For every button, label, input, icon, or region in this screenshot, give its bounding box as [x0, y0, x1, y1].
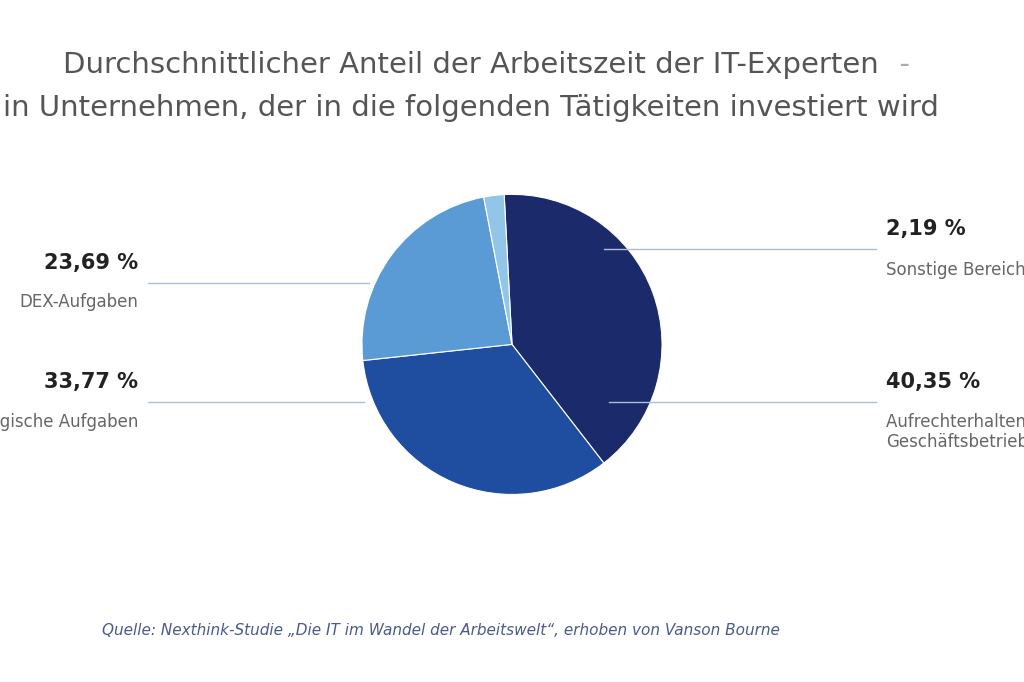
Wedge shape	[483, 194, 512, 344]
Text: Quelle: Nexthink-Studie „Die IT im Wandel der Arbeitswelt“, erhoben von Vanson B: Quelle: Nexthink-Studie „Die IT im Wande…	[102, 623, 780, 638]
Text: Aufrechterhalten des
Geschäftsbetriebs: Aufrechterhalten des Geschäftsbetriebs	[886, 413, 1024, 451]
Text: 2,19 %: 2,19 %	[886, 219, 966, 239]
Text: -: -	[881, 51, 909, 79]
Text: Strategische Aufgaben: Strategische Aufgaben	[0, 413, 138, 430]
Wedge shape	[504, 194, 663, 463]
Text: DEX-Aufgaben: DEX-Aufgaben	[19, 293, 138, 311]
Text: in Unternehmen, der in die folgenden Tätigkeiten investiert wird: in Unternehmen, der in die folgenden Tät…	[3, 94, 939, 122]
Wedge shape	[362, 344, 604, 494]
Text: 40,35 %: 40,35 %	[886, 372, 980, 392]
Text: 33,77 %: 33,77 %	[44, 372, 138, 392]
Wedge shape	[361, 197, 512, 361]
Text: Durchschnittlicher Anteil der Arbeitszeit der IT-Experten: Durchschnittlicher Anteil der Arbeitszei…	[63, 51, 879, 79]
Text: 23,69 %: 23,69 %	[44, 253, 138, 273]
Text: Sonstige Bereiche: Sonstige Bereiche	[886, 261, 1024, 278]
